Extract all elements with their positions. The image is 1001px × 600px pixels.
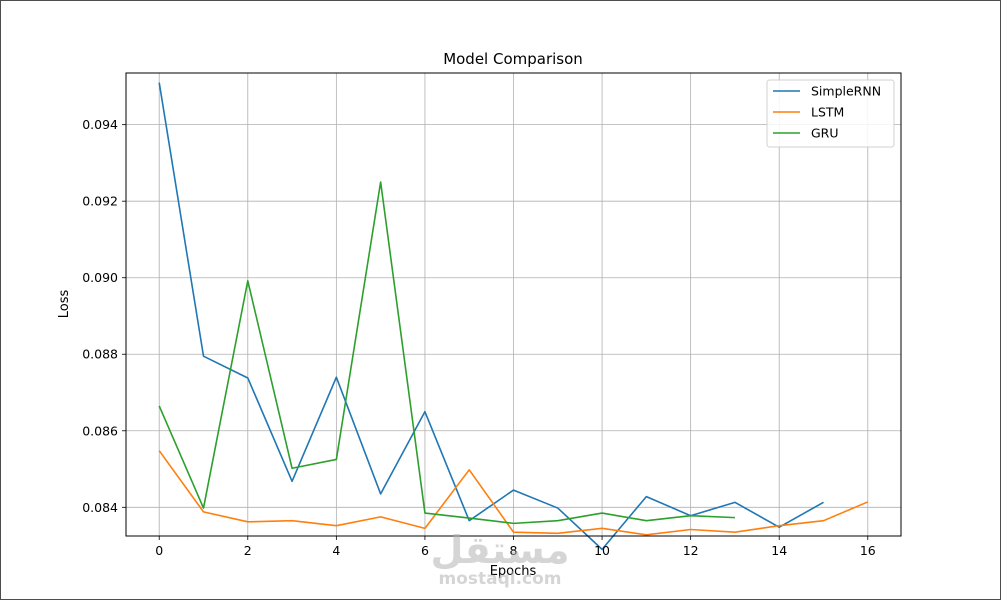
legend-label: GRU: [811, 126, 839, 141]
x-axis-ticks: 0 2 4 6 8 10 12 14 16: [155, 536, 876, 558]
legend-label: SimpleRNN: [811, 84, 881, 99]
x-tick-label: 0: [155, 543, 163, 558]
series-line-simplernn: [158, 82, 824, 551]
watermark: مستقل mostaql.com: [431, 528, 570, 589]
y-tick-label: 0.094: [82, 117, 118, 132]
legend: SimpleRNN LSTM GRU: [766, 79, 895, 148]
x-tick-label: 4: [332, 543, 340, 558]
grid-lines: [126, 73, 901, 536]
x-tick-label: 6: [421, 543, 429, 558]
legend-box: [766, 79, 895, 148]
legend-entry-gru: GRU: [773, 126, 839, 141]
series-line-gru: [158, 181, 735, 525]
y-tick-label: 0.090: [82, 270, 118, 285]
y-axis-label: Loss: [57, 290, 72, 319]
y-tick-label: 0.086: [82, 423, 118, 438]
x-tick-label: 2: [244, 543, 252, 558]
watermark-latin: mostaql.com: [438, 569, 561, 589]
series-layer: [158, 82, 869, 551]
y-tick-label: 0.092: [82, 194, 118, 209]
x-tick-label: 8: [510, 543, 518, 558]
x-axis-label: Epochs: [490, 564, 537, 579]
y-tick-label: 0.084: [82, 500, 118, 515]
x-tick-label: 14: [771, 543, 787, 558]
legend-entry-simplernn: SimpleRNN: [773, 84, 881, 99]
x-tick-label: 12: [683, 543, 699, 558]
y-axis-ticks: 0.084 0.086 0.088 0.090 0.092 0.094: [82, 117, 126, 515]
x-tick-label: 10: [594, 543, 610, 558]
legend-entry-lstm: LSTM: [773, 105, 844, 120]
legend-label: LSTM: [811, 105, 844, 120]
series-line-lstm: [158, 450, 869, 536]
chart-title: Model Comparison: [443, 50, 583, 68]
watermark-arabic: مستقل: [431, 528, 570, 572]
y-tick-label: 0.088: [82, 347, 118, 362]
x-tick-label: 16: [860, 543, 876, 558]
